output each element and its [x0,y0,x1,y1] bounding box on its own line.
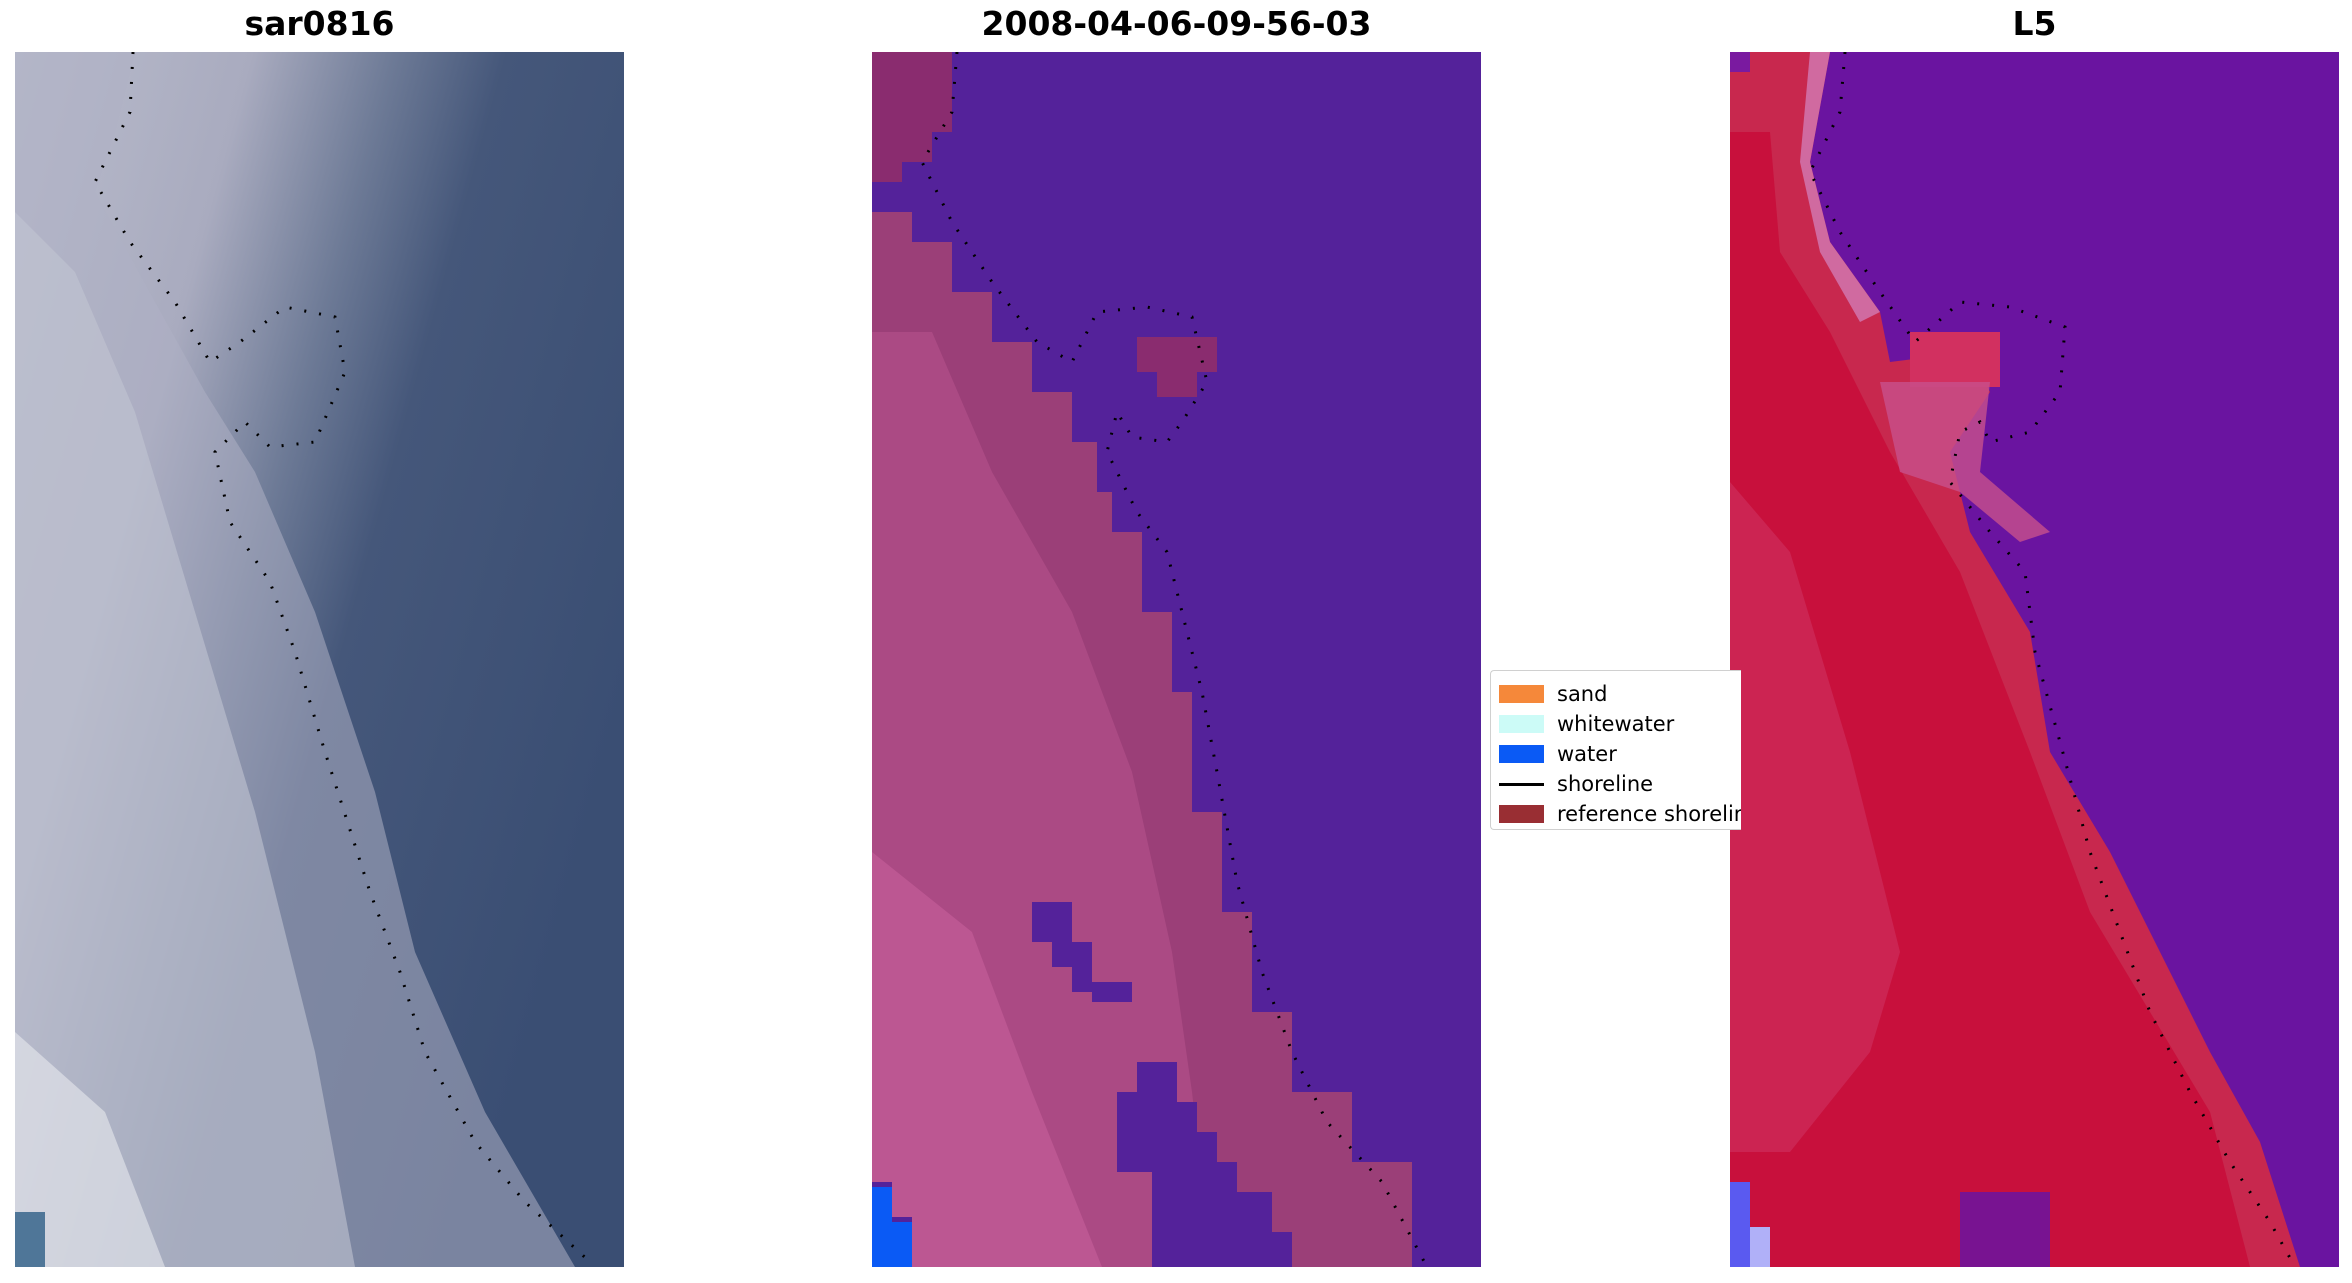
legend: sand whitewater water shoreline referenc… [1490,670,1741,830]
legend-label-whitewater: whitewater [1557,712,1675,736]
shoreline-line [93,52,592,1264]
legend-item-sand: sand [1491,681,1741,707]
panel-title-index: L5 [2012,4,2057,43]
rgb-image [15,52,624,1267]
rgb-image-panel [15,52,624,1267]
classified-image [872,52,1481,1267]
legend-swatch-reference-shoreline [1499,805,1544,823]
legend-item-reference-shoreline: reference shoreline [1491,801,1741,827]
index-image [1730,52,2339,1267]
panel-title-rgb: sar0816 [244,4,395,43]
legend-label-reference-shoreline: reference shoreline [1557,802,1741,826]
legend-item-shoreline: shoreline [1491,771,1741,797]
index-image-panel [1730,52,2339,1267]
legend-swatch-whitewater [1499,715,1544,733]
legend-line-shoreline [1499,783,1544,786]
legend-swatch-water [1499,745,1544,763]
legend-label-sand: sand [1557,682,1608,706]
panel-title-classified: 2008-04-06-09-56-03 [981,4,1372,43]
legend-swatch-sand [1499,685,1544,703]
legend-item-whitewater: whitewater [1491,711,1741,737]
legend-item-water: water [1491,741,1741,767]
legend-label-water: water [1557,742,1617,766]
legend-label-shoreline: shoreline [1557,772,1654,796]
classified-image-panel [872,52,1481,1267]
